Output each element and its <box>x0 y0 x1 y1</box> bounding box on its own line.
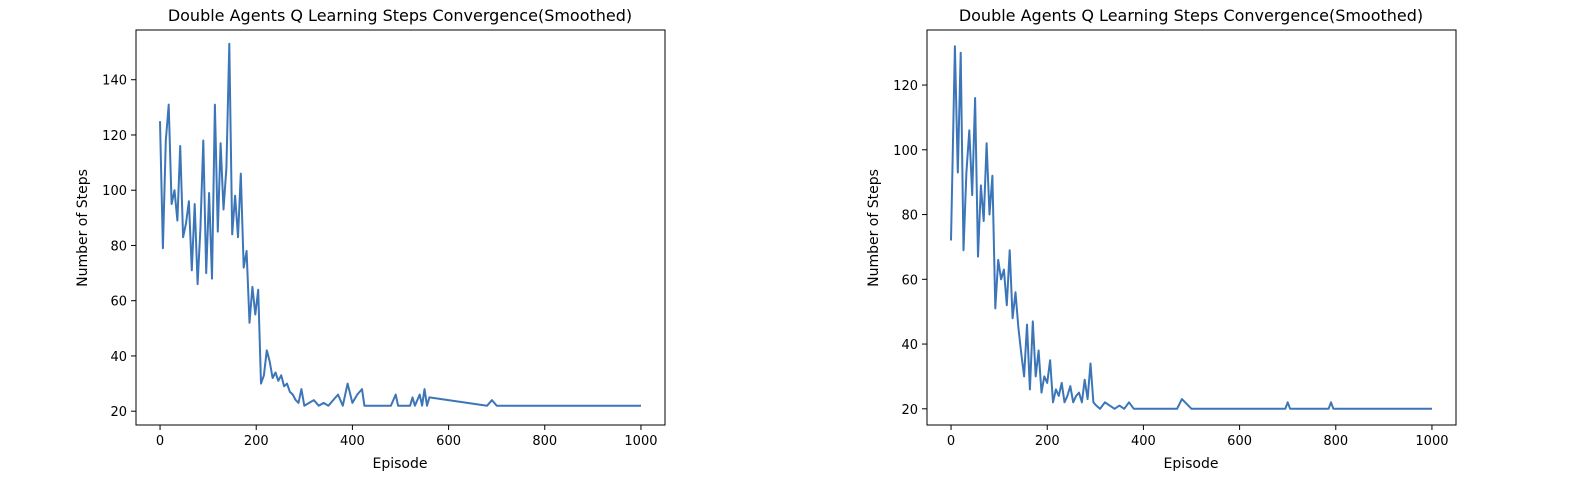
x-tick-label: 200 <box>244 434 269 449</box>
chart-left: Double Agents Q Learning Steps Convergen… <box>75 6 666 472</box>
chart-title: Double Agents Q Learning Steps Convergen… <box>168 6 632 25</box>
y-tick-label: 100 <box>893 144 918 159</box>
series-line <box>159 42 641 407</box>
y-tick-label: 100 <box>102 184 127 199</box>
x-tick-label: 1000 <box>624 434 657 449</box>
x-tick-label: 400 <box>340 434 365 449</box>
plot-frame <box>926 29 1457 426</box>
y-tick-label: 60 <box>110 295 127 310</box>
y-axis-label: Number of Steps <box>866 169 882 287</box>
y-tick-label: 40 <box>901 338 918 353</box>
x-tick-label: 200 <box>1035 434 1060 449</box>
y-tick-label: 120 <box>102 129 127 144</box>
y-tick-label: 60 <box>901 273 918 288</box>
y-tick-label: 20 <box>110 405 127 420</box>
chart-right: Double Agents Q Learning Steps Convergen… <box>866 6 1457 472</box>
x-tick-label: 800 <box>1323 434 1348 449</box>
x-axis-label: Episode <box>373 456 428 472</box>
y-tick-label: 80 <box>901 209 918 224</box>
y-tick-label: 80 <box>110 239 127 254</box>
x-tick-label: 600 <box>1227 434 1252 449</box>
x-axis-label: Episode <box>1164 456 1219 472</box>
y-tick-label: 40 <box>110 350 127 365</box>
y-tick-label: 140 <box>102 74 127 89</box>
chart-title: Double Agents Q Learning Steps Convergen… <box>959 6 1423 25</box>
x-tick-label: 400 <box>1131 434 1156 449</box>
y-axis-label: Number of Steps <box>75 169 91 287</box>
y-tick-label: 120 <box>893 79 918 94</box>
y-tick-label: 20 <box>901 403 918 418</box>
x-tick-label: 600 <box>436 434 461 449</box>
series-line <box>950 45 1432 410</box>
x-tick-label: 0 <box>947 434 955 449</box>
x-tick-label: 800 <box>532 434 557 449</box>
x-tick-label: 0 <box>156 434 164 449</box>
plot-frame <box>135 29 666 426</box>
x-tick-label: 1000 <box>1415 434 1448 449</box>
